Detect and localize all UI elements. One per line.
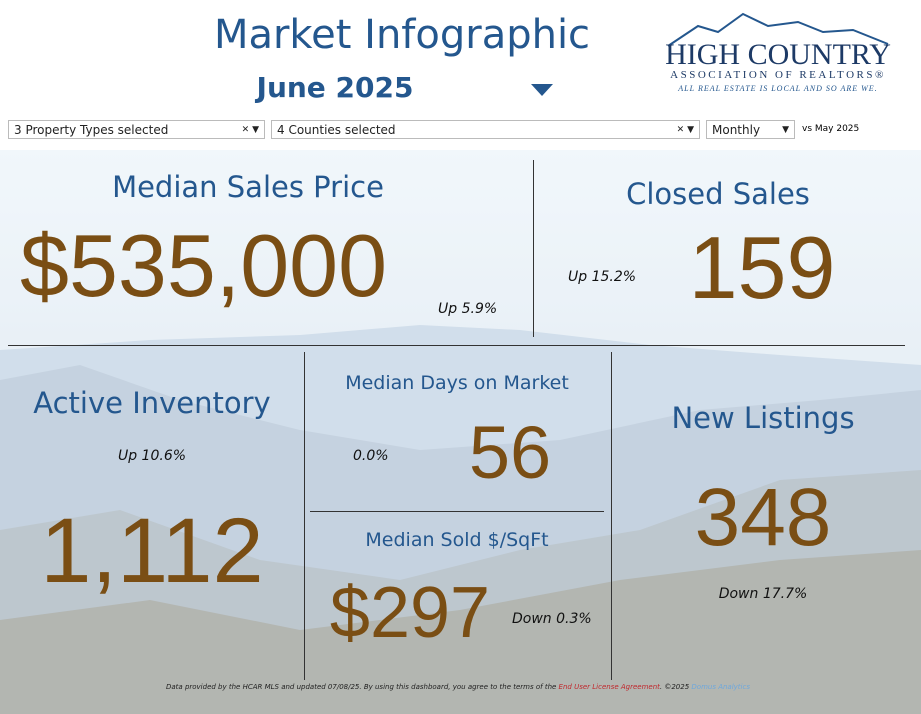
period-dropdown[interactable]: [531, 84, 553, 98]
credit-link[interactable]: Domus Analytics: [691, 683, 750, 691]
metric-change: Up 10.6%: [117, 448, 187, 464]
metric-value: $297: [329, 573, 491, 653]
divider: [533, 160, 534, 337]
filter-text: Monthly: [712, 123, 761, 137]
footer-text: Data provided by the HCAR MLS and update…: [166, 683, 557, 691]
period[interactable]: June 2025: [256, 71, 414, 104]
metric-value: 159: [688, 218, 836, 317]
copyright: . ©2025: [659, 683, 690, 691]
dropdown-arrow[interactable]: ✕ ▼: [676, 125, 694, 135]
metric-value: 348: [694, 472, 832, 563]
metric-value: $535,000: [20, 216, 388, 315]
logo-subtitle: ASSOCIATION OF REALTORS®: [670, 69, 886, 81]
metric-label: Median Days on Market: [345, 372, 569, 394]
logo-tagline: ALL REAL ESTATE IS LOCAL AND SO ARE WE.: [677, 84, 877, 93]
logo: HIGH COUNTRY ASSOCIATION OF REALTORS® AL…: [665, 12, 891, 93]
dropdown-arrow[interactable]: ✕ ▼: [241, 125, 259, 135]
metric-change: Down 17.7%: [718, 586, 808, 602]
metric-change: 0.0%: [353, 448, 389, 464]
background-image: [0, 150, 921, 714]
divider: [304, 352, 305, 680]
interval-filter[interactable]: Monthly ▼: [706, 120, 795, 139]
divider: [611, 352, 612, 680]
metric-value: 56: [468, 411, 552, 494]
license-link[interactable]: End User License Agreement: [558, 683, 660, 691]
dropdown-arrow[interactable]: ▼: [782, 125, 789, 135]
comparison-period: vs May 2025: [802, 124, 860, 134]
metric-label: Median Sold $/SqFt: [365, 529, 549, 551]
county-filter[interactable]: 4 Counties selected ✕ ▼: [271, 120, 700, 139]
logo-name: HIGH COUNTRY: [665, 38, 891, 71]
metric-change: Down 0.3%: [512, 611, 592, 627]
divider: [310, 511, 604, 512]
footer: Data provided by the HCAR MLS and update…: [166, 683, 750, 691]
metric-label: New Listings: [671, 401, 855, 435]
metric-value: 1,112: [40, 500, 264, 602]
divider: [8, 345, 905, 346]
filter-text: 3 Property Types selected: [14, 123, 169, 137]
property-type-filter[interactable]: 3 Property Types selected ✕ ▼: [8, 120, 265, 139]
metric-change: Up 15.2%: [568, 269, 637, 285]
metric-label: Closed Sales: [626, 177, 810, 211]
metric-label: Median Sales Price: [112, 170, 384, 204]
title: Market Infographic: [213, 12, 591, 58]
metric-change: Up 5.9%: [438, 301, 498, 317]
metric-label: Active Inventory: [33, 386, 271, 420]
filter-text: 4 Counties selected: [277, 123, 396, 137]
